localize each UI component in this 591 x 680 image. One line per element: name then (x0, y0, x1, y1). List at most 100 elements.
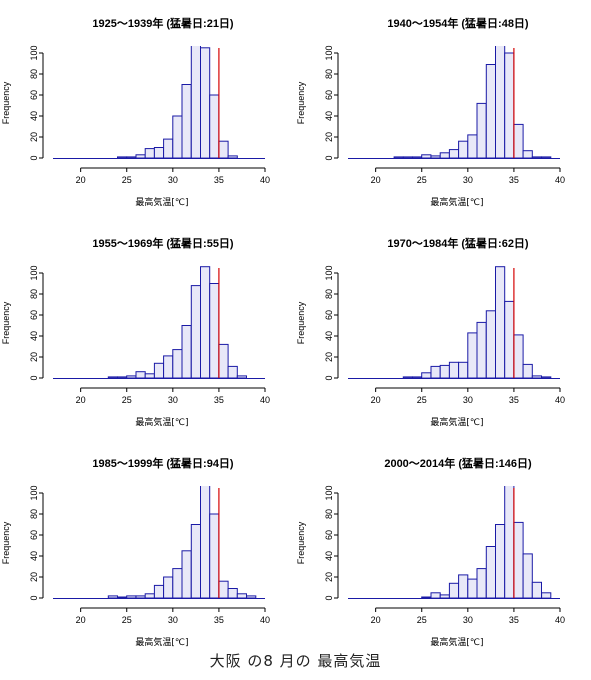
x-tick-label: 25 (417, 395, 427, 405)
figure-caption: 大阪 の8 月の 最高気温 (209, 652, 382, 670)
x-tick-label: 20 (76, 175, 86, 185)
histogram-bar (513, 334, 524, 379)
histogram-bar (467, 134, 478, 159)
histogram-bar (430, 365, 441, 379)
histogram-bar (117, 376, 128, 379)
x-tick-label: 30 (168, 615, 178, 625)
histogram-bar (172, 568, 183, 599)
histogram-bar (236, 593, 248, 599)
histogram-bar (439, 364, 450, 379)
y-tick-label: 60 (29, 90, 39, 100)
histogram-panel: 2000～2014年 (猛暑日:146日) 20 25 30 35 40 0 20 40 60 80… (296, 456, 565, 648)
y-tick-label: 40 (29, 111, 39, 121)
histogram-bar (448, 361, 460, 379)
histogram-bar (153, 147, 165, 159)
x-tick-label: 20 (371, 175, 381, 185)
y-axis-label: Frequency (296, 81, 306, 124)
histogram-bar (513, 521, 524, 599)
y-tick-label: 0 (29, 595, 39, 600)
histogram-bar (402, 156, 413, 159)
histogram-bar (209, 283, 220, 379)
histogram-bar (117, 156, 128, 159)
x-tick-label: 30 (168, 395, 178, 405)
y-tick-label: 100 (324, 485, 334, 500)
histogram-bar (153, 584, 165, 599)
x-tick-label: 35 (509, 175, 519, 185)
y-tick-label: 0 (324, 595, 334, 600)
histogram-bar (531, 375, 542, 379)
histogram-bar (200, 266, 211, 379)
histogram-bar (485, 64, 496, 159)
x-tick-label: 40 (555, 395, 565, 405)
histogram-bar (144, 593, 155, 599)
histogram-bar (448, 149, 460, 159)
histogram-bar (117, 596, 128, 599)
y-tick-label: 60 (29, 530, 39, 540)
histogram-bar (476, 102, 487, 159)
y-tick-label: 60 (324, 310, 334, 320)
histogram-bar (227, 365, 238, 379)
histogram-bar (458, 140, 469, 159)
y-tick-label: 100 (29, 485, 39, 500)
x-tick-label: 35 (509, 615, 519, 625)
histogram-bar (531, 581, 542, 599)
x-tick-label: 20 (371, 395, 381, 405)
y-tick-label: 80 (324, 289, 334, 299)
x-tick-label: 40 (260, 175, 270, 185)
histogram-bar (218, 140, 229, 159)
histogram-bar (541, 376, 552, 379)
y-tick-label: 40 (324, 331, 334, 341)
histogram-panel: 1925～1939年 (猛暑日:21日) 20 25 30 35 40 0 20 40 60 80 1… (1, 16, 270, 208)
histogram-bar (181, 84, 192, 159)
histogram-bar (209, 513, 220, 599)
histogram-bar (172, 115, 183, 159)
histogram-bar (393, 156, 404, 159)
bars (393, 46, 552, 159)
panel-title: 1985～1999年 (猛暑日:94日) (92, 456, 234, 470)
x-tick-label: 35 (509, 395, 519, 405)
histogram-panel: 1955～1969年 (猛暑日:55日) 20 25 30 35 40 0 20 40 60 80 1… (1, 236, 270, 428)
y-tick-label: 20 (29, 572, 39, 582)
panel-title: 1925～1939年 (猛暑日:21日) (92, 16, 234, 30)
y-tick-label: 0 (324, 375, 334, 380)
histogram-bar (209, 94, 220, 159)
histogram-bar (522, 363, 533, 379)
histogram-bar (458, 574, 469, 599)
histogram-bar (421, 372, 432, 379)
histogram-bar (448, 582, 460, 599)
y-tick-label: 100 (324, 45, 334, 60)
histogram-bar (126, 595, 137, 599)
y-tick-label: 100 (29, 265, 39, 280)
histogram-bar (126, 156, 137, 159)
y-tick-label: 20 (324, 572, 334, 582)
y-tick-label: 20 (324, 352, 334, 362)
histogram-bar (504, 486, 515, 599)
histogram-bar (135, 371, 146, 379)
histogram-bar (531, 156, 542, 159)
histogram-bar (495, 524, 506, 599)
histogram-bar (246, 595, 257, 599)
panel-title: 1955～1969年 (猛暑日:55日) (92, 236, 234, 250)
y-axis-label: Frequency (296, 521, 306, 564)
panel-title: 1940～1954年 (猛暑日:48日) (387, 16, 529, 30)
y-tick-label: 60 (324, 90, 334, 100)
histogram-bar (495, 46, 506, 159)
histogram-bar (181, 325, 192, 379)
bars (117, 46, 238, 159)
y-tick-label: 20 (324, 132, 334, 142)
histogram-bar (200, 47, 211, 159)
histogram-panel: 1985～1999年 (猛暑日:94日) 20 25 30 35 40 0 20 40 60 80 1… (1, 456, 270, 648)
y-axis-label: Frequency (296, 301, 306, 344)
histogram-panel: 1940～1954年 (猛暑日:48日) 20 25 30 35 40 0 20 40 60 80 1… (296, 16, 565, 208)
histogram-bar (126, 375, 137, 379)
histogram-bar (190, 285, 202, 379)
x-axis-label: 最高気温[℃] (430, 416, 483, 428)
histogram-bar (163, 355, 174, 379)
histogram-bar (458, 361, 469, 379)
y-tick-label: 0 (324, 155, 334, 160)
x-tick-label: 40 (260, 615, 270, 625)
histogram-panel: 1970～1984年 (猛暑日:62日) 20 25 30 35 40 0 20 40 60 80 1… (296, 236, 565, 428)
bars (107, 486, 257, 599)
y-tick-label: 20 (29, 132, 39, 142)
histogram-bar (412, 376, 423, 379)
